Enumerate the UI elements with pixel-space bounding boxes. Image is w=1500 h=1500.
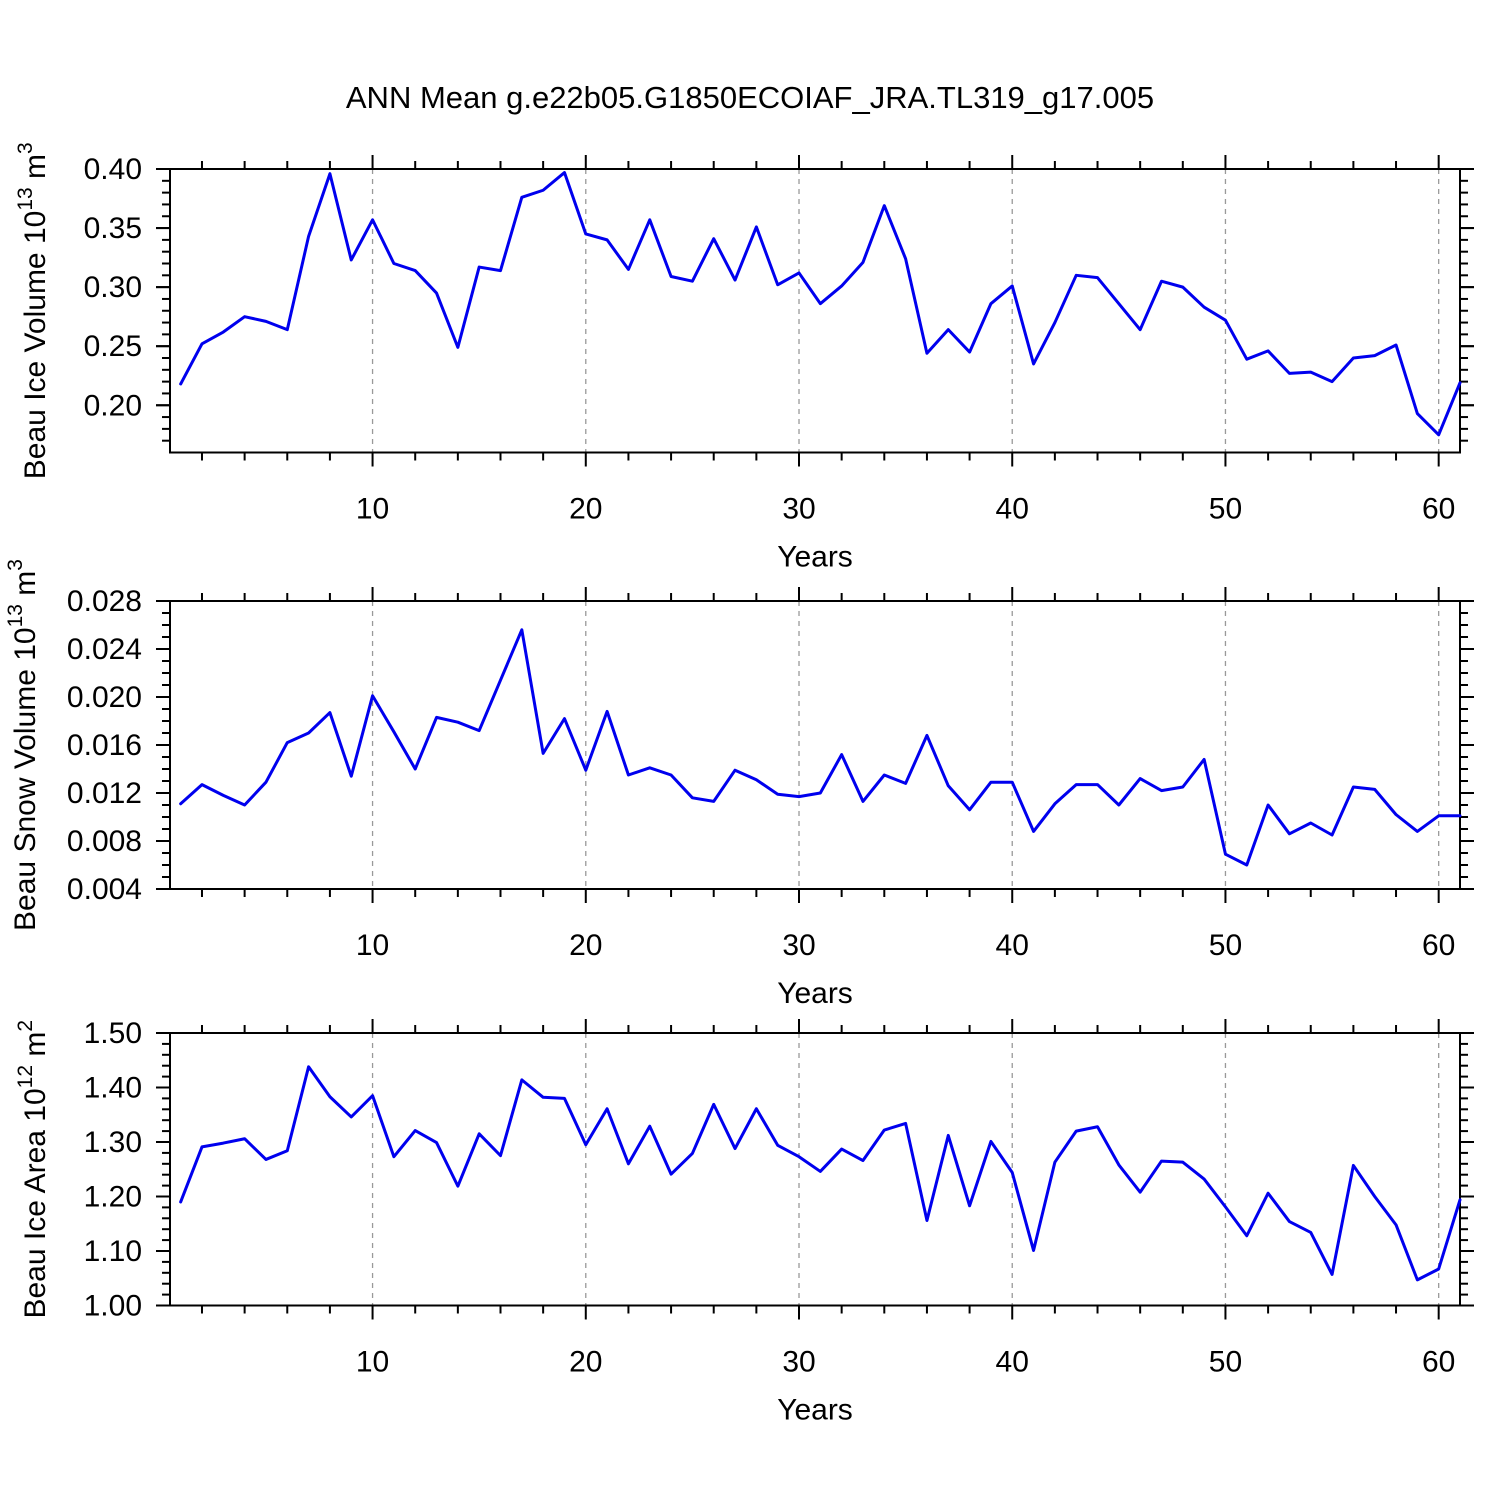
x-tick-label: 40 [996, 493, 1029, 526]
y-tick-label: 1.50 [84, 1017, 142, 1050]
panel-snow-volume: 10 20 30 40 50 60 Years 0.028 0.024 0.020 0.016 0.0… [4, 559, 1474, 1010]
plot-box [169, 1032, 1461, 1307]
x-tick-label: 30 [782, 493, 815, 526]
x-tick-label: 10 [356, 929, 389, 962]
x-tick-label: 40 [996, 929, 1029, 962]
y-axis-title: Beau Ice Volume 1013 m3 [14, 142, 52, 479]
y-tick-label: 1.00 [84, 1290, 142, 1323]
x-tick-label: 60 [1422, 929, 1455, 962]
data-line-ice-area [179, 1065, 1462, 1282]
data-line-snow-volume [179, 628, 1462, 867]
plot-box [169, 600, 1461, 890]
y-tick-label: 0.020 [67, 681, 142, 714]
x-tick-label: 20 [569, 493, 602, 526]
y-tick-label: 0.012 [67, 777, 142, 810]
y-tick-label: 0.30 [84, 271, 142, 304]
y-axis-title: Beau Snow Volume 1013 m3 [4, 559, 42, 931]
y-tick-label: 0.25 [84, 330, 142, 363]
x-tick-label: 60 [1422, 493, 1455, 526]
x-tick-label: 50 [1209, 1346, 1242, 1379]
x-tick-label: 40 [996, 1346, 1029, 1379]
y-tick-label: 0.008 [67, 825, 142, 858]
panel-ice-area: 10 20 30 40 50 60 Years 1.50 1.40 1.30 1.20 1.10 1.0… [14, 1017, 1474, 1427]
chart-title: ANN Mean g.e22b05.G1850ECOIAF_JRA.TL319_… [345, 80, 1155, 115]
x-tick-label: 10 [356, 493, 389, 526]
x-tick-label: 20 [569, 1346, 602, 1379]
x-axis-title: Years [777, 977, 853, 1010]
y-tick-label: 0.024 [67, 633, 142, 666]
data-line-ice-volume [179, 171, 1462, 437]
panel-ice-volume: 10 20 30 40 50 60 Years 0.40 0.35 0.30 0.25 0.20 Bea… [14, 142, 1474, 574]
x-axis-title: Years [777, 1394, 853, 1427]
y-tick-label: 0.20 [84, 389, 142, 422]
x-tick-label: 50 [1209, 929, 1242, 962]
y-tick-label: 0.028 [67, 585, 142, 618]
y-axis-title: Beau Ice Area 1012 m2 [14, 1020, 52, 1319]
x-tick-label: 50 [1209, 493, 1242, 526]
plot-box [169, 168, 1461, 454]
y-tick-label: 1.30 [84, 1126, 142, 1159]
x-tick-label: 60 [1422, 1346, 1455, 1379]
x-tick-label: 30 [782, 929, 815, 962]
y-tick-label: 1.40 [84, 1072, 142, 1105]
x-tick-label: 30 [782, 1346, 815, 1379]
y-tick-label: 1.20 [84, 1181, 142, 1214]
x-tick-label: 10 [356, 1346, 389, 1379]
x-tick-label: 20 [569, 929, 602, 962]
y-tick-label: 0.016 [67, 729, 142, 762]
x-axis-title: Years [777, 541, 853, 574]
y-tick-label: 0.40 [84, 153, 142, 186]
y-tick-label: 0.004 [67, 873, 142, 906]
y-tick-label: 1.10 [84, 1235, 142, 1268]
y-tick-label: 0.35 [84, 212, 142, 245]
